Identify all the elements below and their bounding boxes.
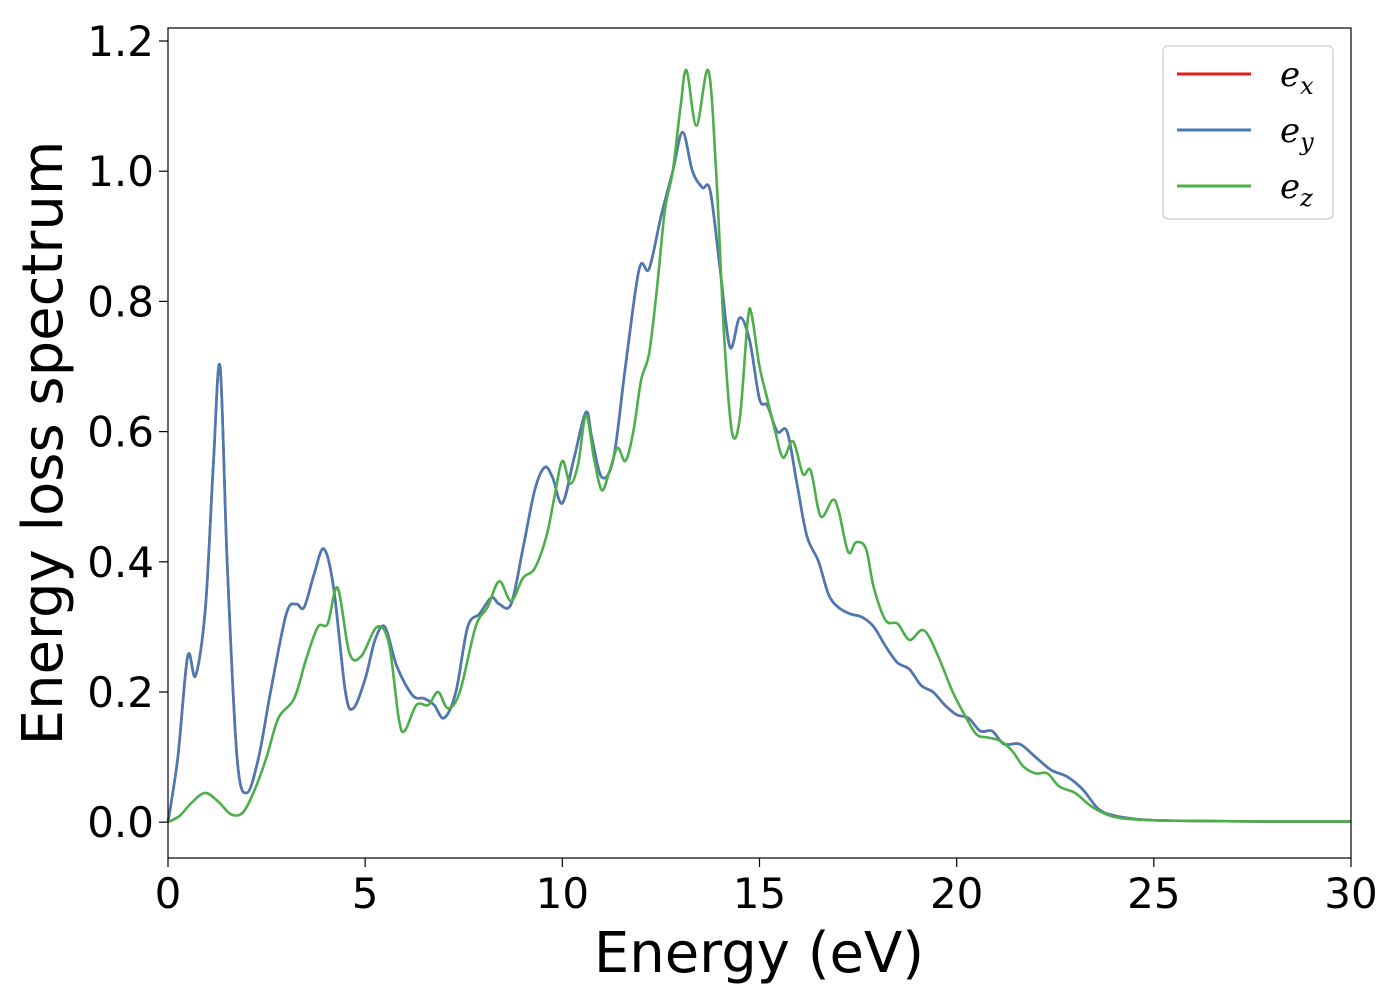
series-layer xyxy=(166,68,1352,824)
legend-label-ex: ex xyxy=(1280,55,1314,100)
x-axis: 0 5 10 15 20 25 30 xyxy=(155,858,1378,918)
y-tick-label: 1.0 xyxy=(87,147,154,196)
x-tick-label: 30 xyxy=(1324,869,1377,918)
y-tick-label: 0.2 xyxy=(87,668,154,717)
legend: ex ey ez xyxy=(1162,45,1334,220)
y-tick-label: 1.2 xyxy=(87,17,154,66)
legend-label-ez: ez xyxy=(1280,167,1313,212)
y-axis-title: Energy loss spectrum xyxy=(11,141,76,746)
y-tick-label: 0.8 xyxy=(87,277,154,326)
x-tick-label: 0 xyxy=(155,869,182,918)
y-tick-label: 0.6 xyxy=(87,408,154,457)
series-line-ey xyxy=(166,130,1352,823)
x-axis-title: Energy (eV) xyxy=(594,921,924,986)
legend-box xyxy=(1162,45,1334,220)
x-tick-label: 15 xyxy=(733,869,786,918)
y-tick-label: 0.4 xyxy=(87,538,154,587)
y-axis: 0.0 0.2 0.4 0.6 0.8 1.0 1.2 xyxy=(87,17,168,847)
legend-label-ey: ey xyxy=(1280,111,1314,156)
y-tick-label: 0.0 xyxy=(87,798,154,847)
series-line-ez xyxy=(167,68,1352,824)
x-tick-label: 25 xyxy=(1127,869,1180,918)
x-tick-label: 5 xyxy=(352,869,379,918)
x-tick-label: 20 xyxy=(930,869,983,918)
x-tick-label: 10 xyxy=(536,869,589,918)
